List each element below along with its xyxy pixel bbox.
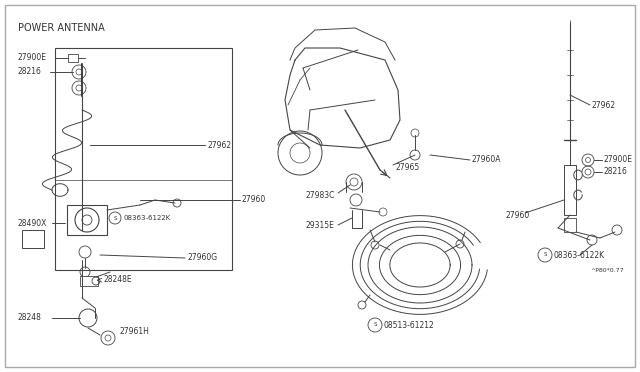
Text: 08513-61212: 08513-61212: [384, 321, 435, 330]
Text: 27900E: 27900E: [18, 54, 47, 62]
Text: ^P80*0.77: ^P80*0.77: [590, 267, 623, 273]
Text: 27960G: 27960G: [187, 253, 217, 263]
Text: POWER ANTENNA: POWER ANTENNA: [18, 23, 105, 33]
Text: 08363-6122K: 08363-6122K: [123, 215, 170, 221]
Text: S: S: [543, 253, 547, 257]
Text: 27960: 27960: [242, 196, 266, 205]
Text: 27960A: 27960A: [472, 155, 502, 164]
Text: 27960: 27960: [505, 211, 529, 219]
Text: 27900E: 27900E: [604, 155, 633, 164]
Text: 28216: 28216: [604, 167, 628, 176]
Text: 28248E: 28248E: [103, 276, 132, 285]
Text: 08363-6122K: 08363-6122K: [553, 250, 604, 260]
Text: 27962: 27962: [592, 100, 616, 109]
Text: 27961H: 27961H: [120, 327, 150, 337]
Bar: [67, 205, 107, 235]
Bar: [68, 54, 78, 62]
Text: 29315E: 29315E: [306, 221, 335, 230]
Text: <: <: [95, 276, 102, 285]
Text: 28248: 28248: [18, 314, 42, 323]
Bar: [564, 165, 576, 215]
Text: 27962: 27962: [207, 141, 231, 150]
Text: S: S: [373, 323, 377, 327]
Text: 27983C: 27983C: [306, 190, 335, 199]
Text: 28216: 28216: [18, 67, 42, 77]
Text: S: S: [113, 215, 116, 221]
Bar: [22, 230, 44, 248]
Bar: [80, 276, 98, 286]
Bar: [564, 218, 576, 232]
Bar: [55, 48, 232, 270]
Text: 28490X: 28490X: [18, 218, 47, 228]
Text: 27965: 27965: [395, 164, 419, 173]
